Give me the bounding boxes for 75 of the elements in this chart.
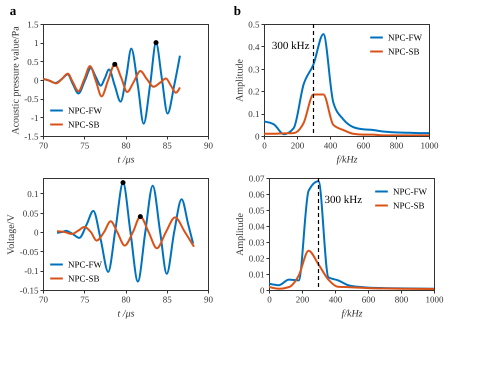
x-tick-label: 0 [267,294,272,304]
x-tick-label: 600 [356,140,371,150]
y-tick-label: 0.1 [27,188,38,199]
x-tick-label: 85 [162,140,172,150]
line-series [43,63,181,98]
x-axis-title: t /μs [118,154,135,166]
y-tick-label: -0.15 [20,286,39,296]
y-tick-label: -1 [31,112,38,123]
y-tick-label: 1.5 [27,20,39,30]
y-tick-label: 0.1 [248,109,260,120]
legend-label: NPC-FW [393,186,428,196]
x-tick-label: 1000 [420,140,439,150]
y-tick-label: 0.2 [248,86,260,97]
x-tick-label: 800 [390,140,404,150]
line-series [56,216,195,250]
y-tick-label: 0.4 [248,42,260,52]
line-series [264,94,429,136]
chart-title: b [234,3,241,18]
y-tick-label: 1 [34,38,38,48]
x-tick-label: 400 [324,140,338,150]
y-tick-label: 0.3 [248,64,260,74]
y-tick-label: 0 [34,76,39,86]
x-tick-label: 90 [204,294,214,304]
y-tick-label: 0 [260,286,265,296]
y-axis-title: Amplitude [234,58,246,102]
legend-label: NPC-SB [68,120,100,130]
x-axis-title: f/kHz [341,308,363,320]
y-tick-label: 0.01 [248,270,264,280]
y-tick-label: -1.5 [24,132,39,142]
x-tick-label: 200 [290,140,305,150]
x-tick-label: 80 [122,294,131,304]
x-axis-title: f/kHz [336,154,358,166]
line-series [264,33,429,136]
x-tick-label: 75 [80,140,90,150]
y-tick-label: 0.06 [248,190,265,200]
y-tick-label: 0.5 [27,56,39,67]
y-tick-label: 0.05 [22,208,39,218]
x-tick-label: 70 [39,294,48,304]
chart-title: a [10,3,17,18]
x-tick-label: 400 [328,294,343,304]
line-series [56,182,194,283]
x-tick-label: 600 [362,294,376,304]
y-tick-label: -0.1 [24,266,38,276]
y-tick-label: -0.5 [24,94,39,104]
line-series [269,180,434,290]
annotation: 300 kHz [272,40,310,52]
x-tick-label: 800 [394,294,409,304]
legend-label: NPC-SB [393,200,425,210]
x-tick-label: 75 [80,294,90,304]
y-axis-title: Acoustic pressure value/Pa [10,26,22,135]
legend-label: NPC-SB [68,274,100,284]
line-series [269,250,434,290]
legend-label: NPC-FW [68,106,103,116]
y-axis-title: Voltage/V [6,214,17,255]
y-tick-label: -0.05 [20,246,39,257]
y-tick-label: 0 [255,132,260,142]
y-axis-title: Amplitude [234,212,246,256]
legend-label: NPC-FW [388,32,423,42]
y-tick-label: 0.5 [248,20,260,30]
y-tick-label: 0 [34,228,39,238]
x-tick-label: 90 [204,140,214,150]
x-tick-label: 80 [122,140,131,150]
x-tick-label: 1000 [426,294,444,304]
x-tick-label: 200 [296,294,310,304]
y-tick-label: 0.05 [248,206,265,216]
annotation: 300 kHz [324,194,362,206]
y-tick-label: 0.07 [248,174,265,184]
legend-label: NPC-FW [68,260,103,270]
x-tick-label: 70 [39,140,48,150]
y-tick-label: 0.02 [248,254,264,264]
y-tick-label: 0.04 [248,222,265,232]
legend-label: NPC-SB [388,46,420,56]
x-tick-label: 85 [162,294,172,304]
y-tick-label: 0.03 [248,238,265,248]
x-axis-title: t /μs [118,308,135,320]
